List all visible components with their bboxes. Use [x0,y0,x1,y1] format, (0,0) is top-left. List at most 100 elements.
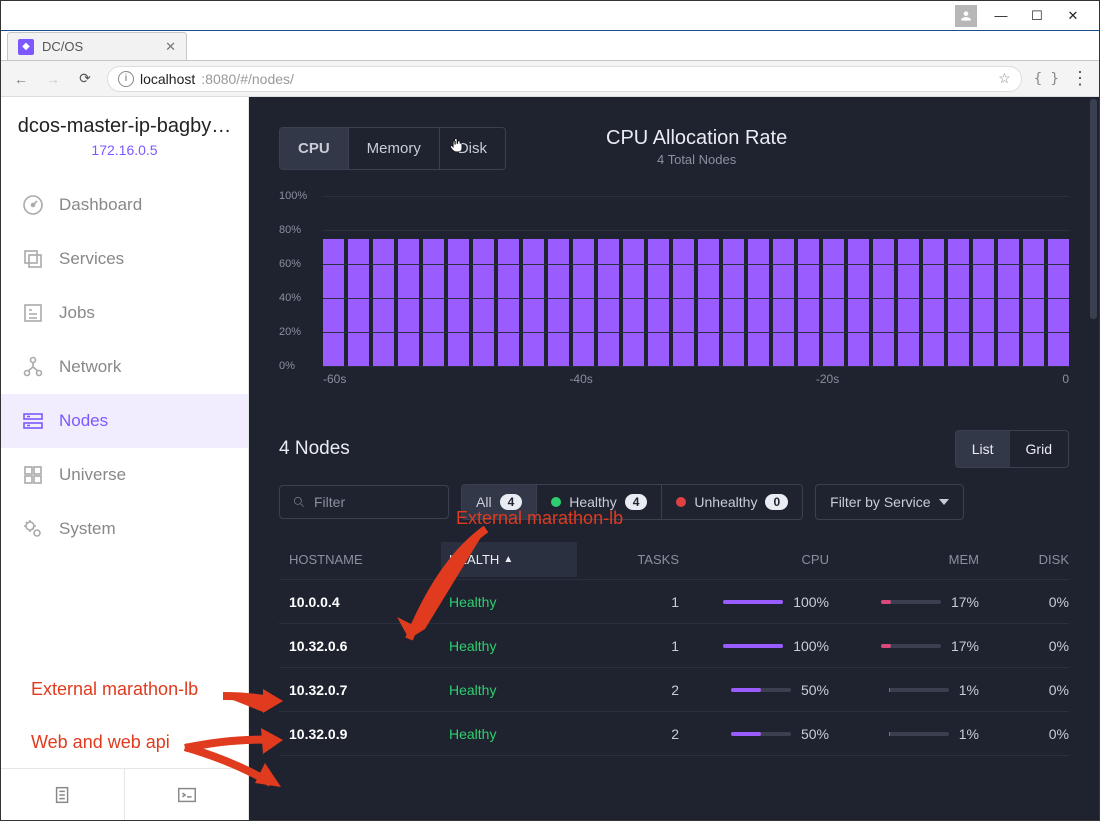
chart-gridline [323,264,1069,265]
cell-tasks: 1 [671,638,679,654]
chart-xlabels: -60s-40s-20s0 [323,372,1069,386]
metric-segmented-control: CPU Memory Disk [279,127,506,170]
view-toggle: List Grid [955,430,1069,468]
docs-icon [52,784,74,806]
healthy-dot-icon [551,497,561,507]
terminal-icon [176,784,198,806]
user-account-icon[interactable] [955,5,977,27]
scrollbar-thumb[interactable] [1090,99,1097,319]
nodes-heading: 4 Nodes [279,438,350,460]
chart-bar [573,239,594,367]
sidebar-item-dashboard[interactable]: Dashboard [1,178,248,232]
minimize-button[interactable]: — [983,2,1019,30]
bookmark-star-icon[interactable]: ☆ [998,70,1011,87]
chart-gridline [323,196,1069,197]
health-filter-all[interactable]: All 4 [462,485,537,519]
view-grid-button[interactable]: Grid [1010,431,1068,467]
footer-docs-button[interactable] [1,769,125,820]
col-cpu[interactable]: CPU [802,552,829,567]
tab-disk[interactable]: Disk [440,128,505,169]
view-list-button[interactable]: List [956,431,1010,467]
cell-cpu: 100% [723,638,829,654]
caret-down-icon [939,499,949,505]
col-disk[interactable]: DISK [1039,552,1069,567]
chart-bar [773,239,794,367]
chart-bar [673,239,694,367]
table-row[interactable]: 10.32.0.9Healthy250%1%0% [279,712,1069,756]
sidebar-item-services[interactable]: Services [1,232,248,286]
sidebar-item-label: System [59,519,116,539]
jobs-icon [21,301,45,325]
chart-bar [823,239,844,367]
tab-cpu[interactable]: CPU [280,128,349,169]
chart-bar [723,239,744,367]
sidebar-footer [1,768,248,820]
col-tasks[interactable]: TASKS [637,552,679,567]
extension-icon[interactable]: { } [1034,71,1059,87]
sidebar-item-nodes[interactable]: Nodes [1,394,248,448]
chart-ylabel: 80% [279,224,301,236]
tab-title: DC/OS [42,39,83,54]
cell-tasks: 2 [671,726,679,742]
reload-button[interactable]: ⟳ [75,70,95,87]
footer-cli-button[interactable] [125,769,248,820]
url-field[interactable]: i localhost :8080/#/nodes/ ☆ [107,66,1022,92]
sidebar-item-label: Jobs [59,303,95,323]
maximize-button[interactable]: ☐ [1019,2,1055,30]
chart-ylabel: 100% [279,190,307,202]
chart-bar [548,239,569,367]
sidebar-item-system[interactable]: System [1,502,248,556]
filter-by-service-select[interactable]: Filter by Service [815,484,963,520]
chart-bar [648,239,669,367]
table-row[interactable]: 10.0.0.4Healthy1100%17%0% [279,580,1069,624]
chart-bar [1023,239,1044,367]
health-filter-unhealthy[interactable]: Unhealthy 0 [662,485,802,519]
health-filter-group: All 4 Healthy 4 Unhealthy 0 [461,484,803,520]
site-info-icon[interactable]: i [118,71,134,87]
nodes-icon [21,409,45,433]
cell-cpu: 50% [731,726,829,742]
sidebar-item-label: Universe [59,465,126,485]
sort-asc-icon: ▲ [503,554,513,565]
col-health[interactable]: HEALTH ▲ [441,542,577,577]
cell-health: Healthy [449,682,569,698]
chart-bar [323,239,344,367]
col-hostname[interactable]: HOSTNAME [289,552,449,567]
chart-bar [973,239,994,367]
tab-memory[interactable]: Memory [349,128,440,169]
filter-input[interactable]: Filter [279,485,449,519]
chart-ylabel: 40% [279,292,301,304]
health-filter-healthy[interactable]: Healthy 4 [537,485,662,519]
sidebar-item-jobs[interactable]: Jobs [1,286,248,340]
sidebar: dcos-master-ip-bagby… 172.16.0.5 Dashboa… [1,97,249,820]
sidebar-item-label: Services [59,249,124,269]
chart-xlabel: -60s [323,372,346,386]
browser-tab[interactable]: ◆ DC/OS ✕ [7,32,187,60]
url-path: :8080/#/nodes/ [201,71,294,87]
close-window-button[interactable]: ✕ [1055,2,1091,30]
table-row[interactable]: 10.32.0.7Healthy250%1%0% [279,668,1069,712]
url-host: localhost [140,71,195,87]
forward-button[interactable]: → [43,71,63,87]
chart-bar [398,239,419,367]
chart-bar [373,239,394,367]
sidebar-item-label: Nodes [59,411,108,431]
sidebar-header: dcos-master-ip-bagby… 172.16.0.5 [1,97,248,170]
table-row[interactable]: 10.32.0.6Healthy1100%17%0% [279,624,1069,668]
cluster-name: dcos-master-ip-bagby… [17,115,232,138]
back-button[interactable]: ← [11,71,31,87]
chart-bar [798,239,819,367]
universe-icon [21,463,45,487]
cluster-ip[interactable]: 172.16.0.5 [17,142,232,158]
col-mem[interactable]: MEM [949,552,979,567]
sidebar-item-network[interactable]: Network [1,340,248,394]
system-icon [21,517,45,541]
browser-menu-icon[interactable]: ⋮ [1071,68,1089,89]
cell-disk: 0% [1049,726,1069,742]
tab-close-icon[interactable]: ✕ [165,39,176,55]
sidebar-item-universe[interactable]: Universe [1,448,248,502]
window-titlebar: — ☐ ✕ [1,1,1099,31]
chart-bar [748,239,769,367]
chart-bar [623,239,644,367]
cell-disk: 0% [1049,594,1069,610]
